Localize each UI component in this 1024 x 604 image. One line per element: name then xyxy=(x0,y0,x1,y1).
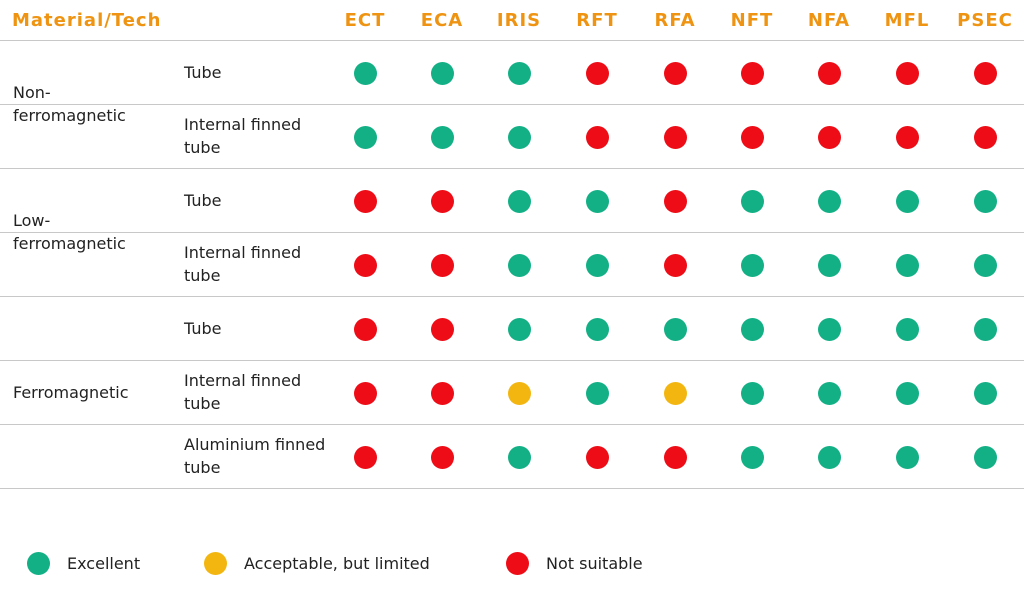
rating-dot xyxy=(585,125,609,149)
column-header: NFA xyxy=(807,10,851,31)
rating-dot xyxy=(507,61,531,85)
legend-swatch xyxy=(203,552,227,575)
rating-dot xyxy=(740,253,764,277)
rating-dot xyxy=(663,445,687,469)
rating-dot xyxy=(895,125,919,149)
column-header: MFL xyxy=(884,10,930,31)
rating-dot xyxy=(430,445,454,469)
rating-dot xyxy=(430,61,454,85)
rating-dot xyxy=(353,317,377,341)
legend-label: Excellent xyxy=(67,554,141,573)
row-label: Tube xyxy=(184,190,222,210)
rating-dot xyxy=(973,445,997,469)
group-label: Non-ferromagnetic xyxy=(13,83,126,125)
rating-dot xyxy=(585,189,609,213)
column-header: IRIS xyxy=(496,10,542,31)
rating-dot xyxy=(507,381,531,405)
rating-dot xyxy=(973,253,997,277)
row-rule xyxy=(0,424,1024,425)
rating-dot xyxy=(663,253,687,277)
rating-dot xyxy=(740,189,764,213)
rating-dot xyxy=(817,61,841,85)
rating-dot xyxy=(973,125,997,149)
rating-dot xyxy=(507,189,531,213)
legend-label: Acceptable, but limited xyxy=(244,554,430,573)
rating-dot xyxy=(585,61,609,85)
row-label: Internal finned tube xyxy=(184,115,302,157)
rating-dot xyxy=(740,125,764,149)
rating-dot xyxy=(817,317,841,341)
rating-dot xyxy=(663,61,687,85)
rating-dot xyxy=(740,381,764,405)
rating-dot xyxy=(817,125,841,149)
group-rule xyxy=(0,296,1024,297)
rating-dot xyxy=(895,253,919,277)
rating-dot xyxy=(585,445,609,469)
row-label: Internal finned tube xyxy=(184,371,302,413)
rating-dot xyxy=(430,253,454,277)
rating-dot xyxy=(663,189,687,213)
legend-swatch xyxy=(26,552,50,575)
group-label: Ferromagnetic xyxy=(13,382,129,402)
group-label: Low-ferromagnetic xyxy=(13,211,126,253)
rating-dot xyxy=(973,381,997,405)
rating-dot xyxy=(973,61,997,85)
legend-label: Not suitable xyxy=(546,554,643,573)
column-header: ECA xyxy=(420,10,464,31)
column-header: NFT xyxy=(730,10,774,31)
rating-dot xyxy=(507,445,531,469)
rating-dot xyxy=(895,381,919,405)
rating-dot xyxy=(817,445,841,469)
legend-swatch xyxy=(505,552,529,575)
rating-dot xyxy=(353,189,377,213)
rating-dot xyxy=(353,445,377,469)
rating-dot xyxy=(817,253,841,277)
rating-dot xyxy=(740,445,764,469)
rating-dot xyxy=(973,189,997,213)
row-rule xyxy=(0,360,1024,361)
rating-dot xyxy=(507,125,531,149)
rating-dot xyxy=(353,381,377,405)
column-header: RFA xyxy=(654,10,696,31)
rating-dot xyxy=(430,125,454,149)
rating-dot xyxy=(663,381,687,405)
rating-dot xyxy=(895,189,919,213)
rating-dot xyxy=(353,61,377,85)
rating-dot xyxy=(817,381,841,405)
group-rule xyxy=(0,488,1024,489)
rating-dot xyxy=(663,125,687,149)
row-label: Tube xyxy=(184,318,222,338)
rating-dot xyxy=(353,253,377,277)
rating-dot xyxy=(430,189,454,213)
rating-dot xyxy=(585,253,609,277)
row-label: Aluminium finned tube xyxy=(184,435,326,477)
header-rule xyxy=(0,40,1024,41)
rating-dot xyxy=(507,253,531,277)
rating-dot xyxy=(973,317,997,341)
column-header: ECT xyxy=(344,10,386,31)
header-title: Material/Tech xyxy=(12,10,162,31)
column-header: RFT xyxy=(576,10,618,31)
rating-dot xyxy=(585,381,609,405)
row-rule xyxy=(0,104,1024,105)
column-header: PSEC xyxy=(957,10,1013,31)
rating-dot xyxy=(430,317,454,341)
rating-dot xyxy=(353,125,377,149)
rating-dot xyxy=(895,445,919,469)
rating-dot xyxy=(740,317,764,341)
rating-dot xyxy=(430,381,454,405)
row-rule xyxy=(0,232,1024,233)
group-rule xyxy=(0,168,1024,169)
rating-dot xyxy=(663,317,687,341)
row-label: Tube xyxy=(184,62,222,82)
rating-dot xyxy=(740,61,764,85)
rating-dot xyxy=(817,189,841,213)
rating-dot xyxy=(895,317,919,341)
rating-dot xyxy=(895,61,919,85)
rating-dot xyxy=(507,317,531,341)
row-label: Internal finned tube xyxy=(184,243,302,285)
rating-dot xyxy=(585,317,609,341)
